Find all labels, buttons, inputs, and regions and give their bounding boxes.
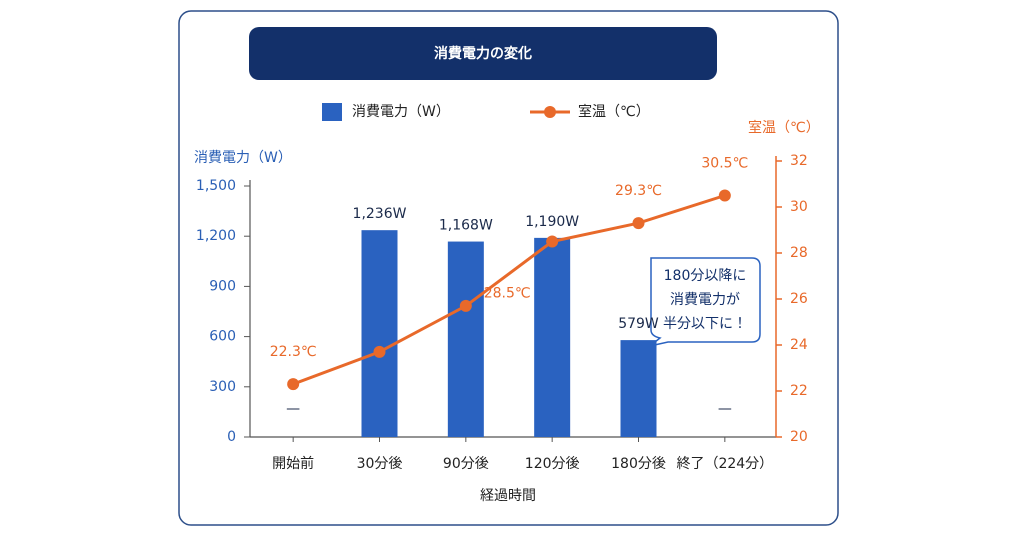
y-tick-label: 900 (209, 278, 236, 294)
bar-value-label: 579W (618, 316, 659, 332)
y-tick-label: 1,500 (196, 178, 236, 194)
line-value-label: 30.5℃ (701, 156, 748, 172)
bar (447, 241, 484, 437)
line-point (546, 235, 559, 248)
legend-swatch (322, 103, 342, 121)
legend-swatch (544, 106, 556, 118)
y-tick-label: 300 (209, 379, 236, 395)
bar (361, 230, 398, 437)
y-tick-label: 0 (227, 429, 236, 445)
x-tick-label: 終了（224分） (676, 456, 773, 472)
x-tick-label: 120分後 (525, 456, 580, 472)
legend-label: 消費電力（W） (352, 104, 450, 120)
bar-value-label: 1,190W (525, 214, 579, 230)
x-tick-label: 30分後 (357, 456, 403, 472)
annotation-text: 半分以下に！ (663, 316, 747, 332)
x-tick-label: 開始前 (272, 455, 314, 472)
x-axis-title: 経過時間 (480, 488, 536, 504)
y2-tick-label: 20 (790, 429, 808, 445)
y-tick-label: 1,200 (196, 228, 236, 244)
y2-tick-label: 26 (790, 291, 808, 307)
y2-tick-label: 32 (790, 153, 808, 169)
legend-label: 室温（℃） (578, 104, 650, 120)
bar-value-label: — (718, 401, 732, 417)
line-point (287, 378, 300, 391)
y-axis-title: 消費電力（W） (194, 150, 292, 166)
line-point (373, 345, 386, 358)
chart-title: 消費電力の変化 (434, 45, 532, 62)
x-tick-label: 180分後 (611, 456, 666, 472)
line-point (632, 217, 645, 230)
line (292, 194, 726, 386)
bar (620, 340, 657, 437)
card (178, 10, 839, 526)
y2-axis-title: 室温（℃） (748, 120, 820, 136)
line-value-label: 22.3℃ (270, 344, 317, 360)
line-point (718, 189, 731, 202)
y2-tick-label: 30 (790, 199, 808, 215)
x-tick-label: 90分後 (443, 456, 489, 472)
bar-value-label: 1,168W (439, 218, 493, 234)
y-tick-label: 600 (209, 329, 236, 345)
line-value-label: 29.3℃ (615, 183, 662, 199)
callout (649, 257, 761, 347)
bar (534, 237, 571, 437)
line-value-label: 28.5℃ (484, 286, 531, 302)
y2-tick-label: 24 (790, 337, 808, 353)
y2-tick-label: 28 (790, 245, 808, 261)
title-box (249, 27, 717, 80)
annotation-text: 消費電力が (670, 292, 740, 308)
annotation-text: 180分以降に (664, 268, 747, 284)
y2-tick-label: 22 (790, 383, 808, 399)
legend: 消費電力（W） 室温（℃） (322, 103, 650, 121)
bar-value-label: — (286, 401, 300, 417)
bar-value-label: 1,236W (353, 206, 407, 222)
line-point (459, 299, 472, 312)
